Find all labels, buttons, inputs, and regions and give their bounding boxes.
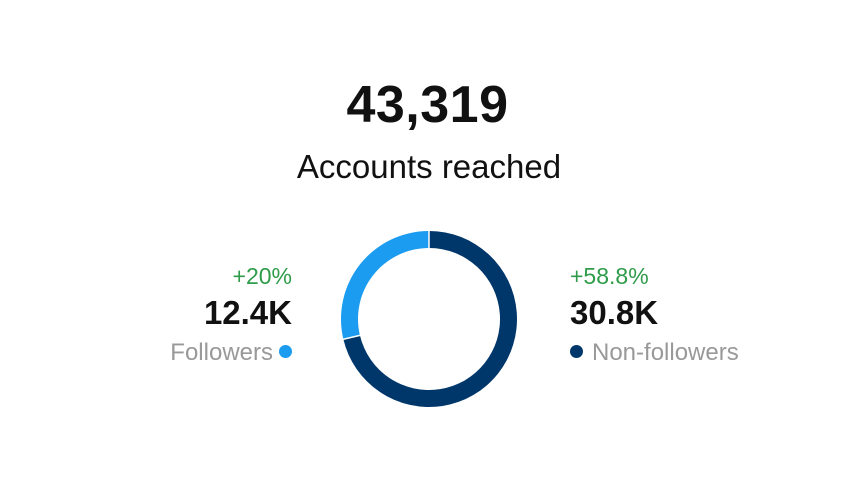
followers-change: +20% bbox=[232, 263, 292, 289]
total-reach-value: 43,319 bbox=[346, 76, 509, 134]
non-followers-dot-icon bbox=[570, 345, 583, 359]
followers-dot-icon bbox=[279, 345, 292, 359]
followers-value: 12.4K bbox=[203, 294, 292, 331]
followers-slice bbox=[341, 231, 429, 340]
non-followers-value: 30.8K bbox=[570, 294, 659, 331]
reach-donut-chart bbox=[341, 230, 517, 407]
followers-legend-label: Followers bbox=[170, 339, 273, 366]
total-reach-label: Accounts reached bbox=[296, 148, 562, 185]
non-followers-legend-label: Non-followers bbox=[592, 339, 739, 366]
followers-stat: +20% 12.4K Followers bbox=[0, 262, 292, 368]
non-followers-stat: +58.8% 30.8K Non-followers bbox=[570, 262, 850, 368]
slice-separator bbox=[342, 334, 362, 341]
non-followers-legend: Non-followers bbox=[570, 338, 850, 368]
non-followers-change: +58.8% bbox=[570, 263, 649, 289]
followers-legend: Followers bbox=[0, 338, 292, 368]
